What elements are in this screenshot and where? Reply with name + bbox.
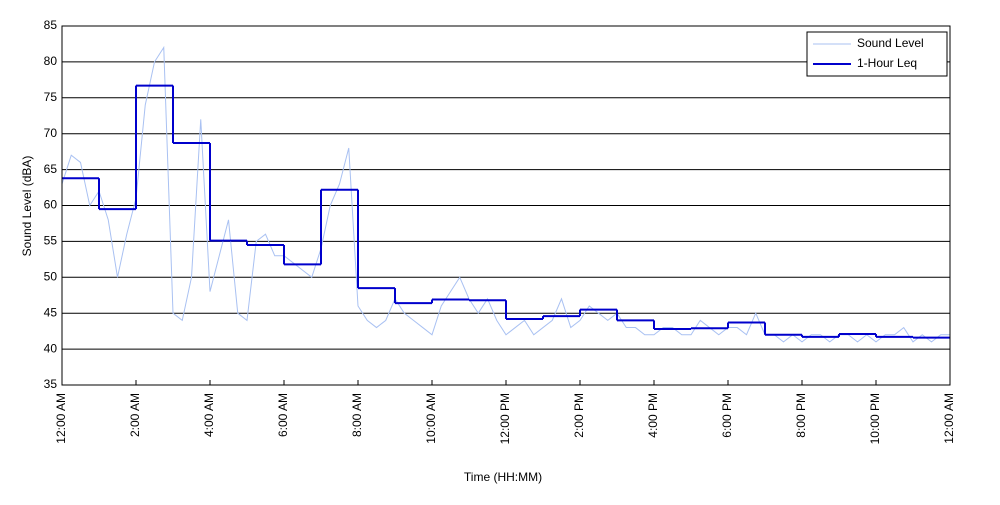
sound-line: [61, 45, 950, 343]
y-tick-label: 60: [44, 198, 58, 212]
y-tick-label: 75: [44, 90, 58, 104]
y-tick-label: 40: [44, 341, 58, 355]
x-tick-label: 8:00 AM: [350, 393, 364, 437]
x-tick-label: 12:00 AM: [942, 393, 956, 444]
legend-box: [806, 31, 948, 77]
y-tick-label: 80: [44, 54, 58, 68]
x-tick-label: 8:00 PM: [794, 393, 808, 438]
x-tick-label: 4:00 AM: [202, 393, 216, 437]
y-tick-label: 35: [44, 377, 58, 391]
y-tick-label: 55: [44, 234, 58, 248]
x-tick-label: 4:00 PM: [646, 393, 660, 438]
plot-frame: [61, 25, 951, 386]
y-tick-label: 70: [44, 126, 58, 140]
x-axis-label: Time (HH:MM): [464, 470, 542, 484]
x-tick-label: 2:00 PM: [572, 393, 586, 438]
x-tick-label: 10:00 AM: [424, 393, 438, 444]
x-tick-label: 10:00 PM: [868, 393, 882, 444]
y-tick-label: 45: [44, 305, 58, 319]
y-tick-label: 65: [44, 162, 58, 176]
x-tick-label: 6:00 PM: [720, 393, 734, 438]
y-tick-label: 50: [44, 269, 58, 283]
x-tick-label: 6:00 AM: [276, 393, 290, 437]
y-axis-label: Sound Level (dBA): [20, 156, 34, 257]
legend-label: 1-Hour Leq: [857, 56, 917, 70]
x-tick-label: 12:00 PM: [498, 393, 512, 444]
y-tick-label: 85: [44, 18, 58, 32]
x-tick-label: 2:00 AM: [128, 393, 142, 437]
x-tick-label: 12:00 AM: [54, 393, 68, 444]
legend-label: Sound Level: [857, 36, 924, 50]
